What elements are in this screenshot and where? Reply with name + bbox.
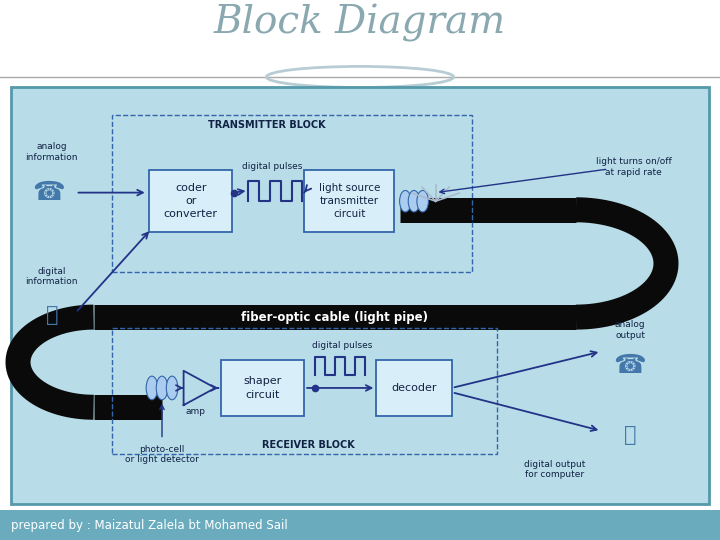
Ellipse shape bbox=[408, 191, 420, 212]
Text: ☎: ☎ bbox=[613, 354, 647, 380]
Text: digital output
for computer: digital output for computer bbox=[523, 460, 585, 479]
Text: fiber-optic cable (light pipe): fiber-optic cable (light pipe) bbox=[241, 310, 428, 323]
Bar bbox=[376, 360, 452, 416]
Bar bbox=[112, 116, 472, 272]
Text: analog
output: analog output bbox=[615, 320, 645, 340]
Text: decoder: decoder bbox=[391, 383, 437, 393]
Text: light turns on/off
at rapid rate: light turns on/off at rapid rate bbox=[595, 157, 672, 177]
Bar bbox=[304, 170, 395, 232]
Ellipse shape bbox=[166, 376, 178, 400]
Text: RECEIVER BLOCK: RECEIVER BLOCK bbox=[261, 440, 354, 450]
Text: TRANSMITTER BLOCK: TRANSMITTER BLOCK bbox=[207, 120, 325, 130]
Text: shaper
circuit: shaper circuit bbox=[243, 376, 282, 400]
Bar bbox=[222, 360, 304, 416]
Ellipse shape bbox=[156, 376, 168, 400]
Text: photo-cell
or light detector: photo-cell or light detector bbox=[125, 445, 199, 464]
Text: 🖥: 🖥 bbox=[624, 425, 636, 445]
Ellipse shape bbox=[146, 376, 158, 400]
Bar bbox=[112, 328, 497, 455]
Text: prepared by : Maizatul Zalela bt Mohamed Sail: prepared by : Maizatul Zalela bt Mohamed… bbox=[11, 518, 287, 532]
Text: coder
or
converter: coder or converter bbox=[164, 183, 218, 219]
Text: Block Diagram: Block Diagram bbox=[214, 4, 506, 42]
Text: amp: amp bbox=[186, 407, 206, 416]
Ellipse shape bbox=[417, 191, 428, 212]
Text: analog
information: analog information bbox=[26, 142, 78, 161]
Text: ☎: ☎ bbox=[32, 180, 66, 206]
Text: light source
transmitter
circuit: light source transmitter circuit bbox=[318, 183, 380, 219]
Text: digital pulses: digital pulses bbox=[312, 341, 372, 349]
Text: 🖥: 🖥 bbox=[45, 305, 58, 325]
Text: digital
information: digital information bbox=[26, 267, 78, 286]
Ellipse shape bbox=[400, 191, 411, 212]
Bar bbox=[150, 170, 232, 232]
Text: digital pulses: digital pulses bbox=[242, 163, 302, 171]
